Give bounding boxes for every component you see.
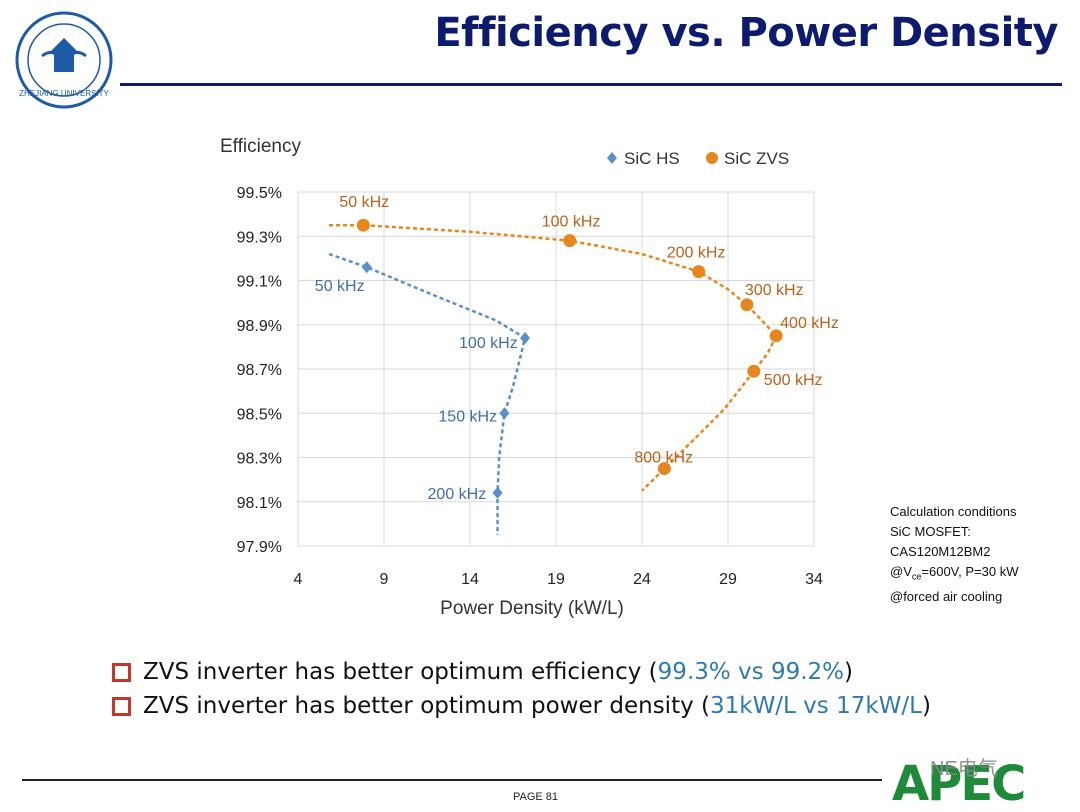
calculation-conditions: Calculation conditions SiC MOSFET: CAS12… bbox=[890, 502, 1018, 607]
page-number: PAGE 81 bbox=[513, 791, 559, 803]
bullet-item: ZVS inverter has better optimum power de… bbox=[112, 689, 931, 723]
data-label: 200 kHz bbox=[428, 486, 487, 503]
data-label: 100 kHz bbox=[459, 335, 518, 352]
chart-axes: 97.9% 98.1% 98.3% 98.5% 98.7% 98.9% 99.1% 99.3%… bbox=[220, 136, 823, 619]
x-tick-label: 14 bbox=[461, 571, 479, 588]
data-point bbox=[740, 298, 754, 312]
y-tick-label: 98.1% bbox=[237, 495, 282, 512]
conditions-line: CAS120M12BM2 bbox=[890, 544, 991, 559]
svg-text:ZHEJIANG UNIVERSITY: ZHEJIANG UNIVERSITY bbox=[19, 89, 109, 98]
data-point bbox=[499, 407, 510, 420]
conditions-line: SiC MOSFET: bbox=[890, 524, 971, 539]
watermark: NE电气 bbox=[930, 758, 998, 780]
x-tick-label: 34 bbox=[805, 571, 823, 588]
y-axis-label: Efficiency bbox=[220, 136, 301, 157]
data-point bbox=[563, 234, 577, 248]
series-sic-zvs: 50 kHz 100 kHz 200 kHz 300 kHz 400 kHz 500 kH… bbox=[329, 194, 839, 492]
legend-label: SiC ZVS bbox=[724, 149, 789, 168]
data-point bbox=[520, 332, 531, 345]
conditions-line: Calculation conditions bbox=[890, 504, 1017, 519]
bullet-list: ZVS inverter has better optimum efficien… bbox=[112, 655, 931, 723]
data-label: 400 kHz bbox=[780, 315, 839, 332]
data-point bbox=[657, 462, 671, 476]
data-label: 200 kHz bbox=[667, 245, 726, 262]
y-tick-label: 99.5% bbox=[237, 185, 282, 202]
trendline bbox=[329, 223, 778, 492]
y-tick-label: 99.3% bbox=[237, 229, 282, 246]
footer-divider bbox=[22, 779, 882, 781]
data-label: 300 kHz bbox=[745, 282, 804, 299]
data-label: 100 kHz bbox=[542, 214, 601, 231]
legend-marker bbox=[706, 152, 718, 164]
data-point bbox=[356, 218, 370, 232]
apec-logo: APEC bbox=[892, 756, 1026, 812]
data-point bbox=[692, 265, 706, 279]
y-tick-label: 98.3% bbox=[237, 451, 282, 468]
square-bullet-icon bbox=[112, 696, 131, 716]
y-tick-label: 99.1% bbox=[237, 274, 282, 291]
x-tick-label: 29 bbox=[719, 571, 737, 588]
data-point bbox=[492, 486, 503, 499]
chart-grid bbox=[297, 191, 815, 547]
x-axis-label: Power Density (kW/L) bbox=[440, 598, 624, 619]
legend-label: SiC HS bbox=[624, 149, 680, 168]
data-label: 150 kHz bbox=[438, 408, 497, 425]
conditions-line: @Vce=600V, P=30 kW bbox=[890, 564, 1019, 582]
page-title: Efficiency vs. Power Density bbox=[434, 10, 1058, 56]
university-logo: ZHEJIANG UNIVERSITY bbox=[15, 11, 113, 109]
x-tick-label: 19 bbox=[547, 571, 565, 588]
y-tick-label: 98.5% bbox=[237, 406, 282, 423]
series-sic-hs: 50 kHz 100 kHz 150 kHz 200 kHz bbox=[315, 252, 531, 535]
y-tick-label: 98.7% bbox=[237, 362, 282, 379]
title-divider bbox=[120, 83, 1062, 86]
data-point bbox=[769, 329, 783, 343]
y-tick-label: 97.9% bbox=[237, 539, 282, 556]
y-tick-label: 98.9% bbox=[237, 318, 282, 335]
trendline bbox=[328, 252, 527, 535]
data-label: 50 kHz bbox=[315, 278, 365, 295]
chart-series: 50 kHz 100 kHz 150 kHz 200 kHz 50 kHz 100 kHz… bbox=[315, 194, 839, 535]
legend-marker bbox=[607, 152, 617, 164]
x-tick-label: 4 bbox=[294, 571, 303, 588]
square-bullet-icon bbox=[112, 662, 131, 682]
data-point bbox=[747, 364, 761, 378]
x-tick-label: 24 bbox=[633, 571, 651, 588]
data-label: 500 kHz bbox=[764, 372, 823, 389]
bullet-item: ZVS inverter has better optimum efficien… bbox=[112, 655, 931, 689]
data-label: 50 kHz bbox=[339, 194, 389, 211]
conditions-line: @forced air cooling bbox=[890, 588, 1003, 604]
data-label: 800 kHz bbox=[634, 450, 693, 467]
chart-legend: SiC HS SiC ZVS bbox=[607, 149, 789, 168]
x-tick-label: 9 bbox=[380, 571, 389, 588]
data-point bbox=[361, 261, 372, 274]
